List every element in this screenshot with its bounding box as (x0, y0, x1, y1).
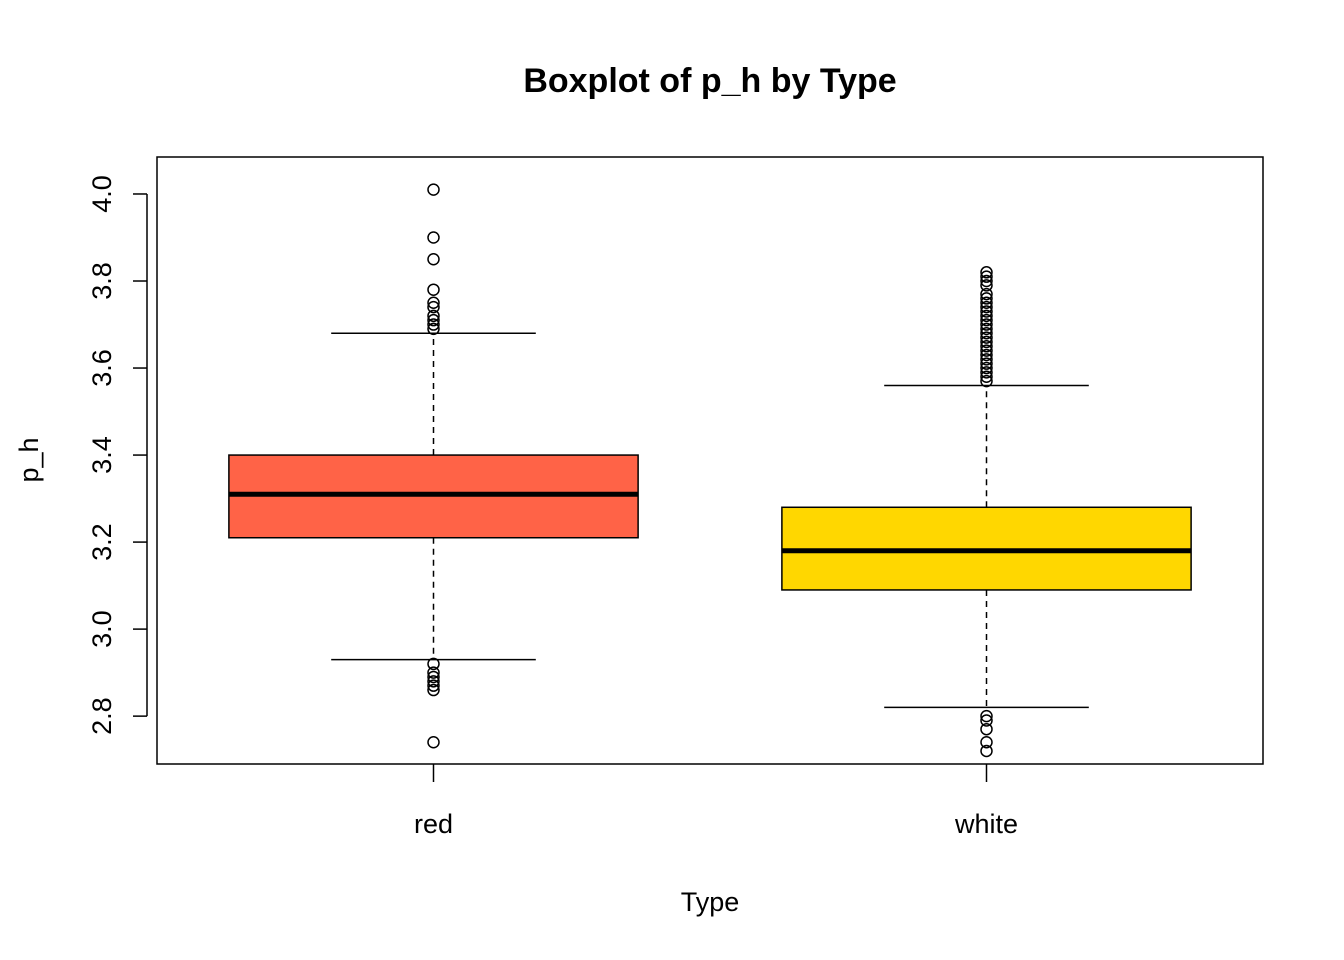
y-tick-label: 3.2 (87, 523, 117, 561)
y-tick-label: 4.0 (87, 175, 117, 213)
outlier-point (427, 657, 440, 671)
outlier-point (427, 231, 440, 244)
outlier-point (980, 296, 993, 310)
outlier-point (427, 675, 440, 688)
outlier-point (980, 322, 993, 336)
y-tick-label: 3.8 (87, 262, 117, 300)
y-tick-label: 2.8 (87, 697, 117, 735)
outlier-point (427, 735, 440, 749)
outlier-point (980, 361, 993, 375)
outlier-point (427, 679, 440, 692)
outlier-point (980, 735, 993, 749)
outlier-point (427, 666, 440, 679)
outlier-point (980, 714, 993, 727)
x-axis-label: Type (681, 887, 740, 917)
plot-frame (156, 156, 1264, 765)
outlier-point (427, 283, 440, 296)
chart-title: Boxplot of p_h by Type (523, 62, 896, 100)
outlier-point (980, 313, 993, 327)
outlier-point (427, 253, 440, 266)
outlier-point (427, 300, 440, 314)
outlier-point (980, 274, 993, 288)
outlier-point (980, 366, 993, 379)
outlier-point (980, 709, 993, 723)
outlier-point (980, 331, 993, 344)
outlier-point (980, 305, 993, 318)
outlier-point (427, 296, 440, 310)
x-tick-label-white: white (954, 809, 1018, 839)
outlier-point (980, 266, 993, 279)
outlier-point (427, 318, 440, 331)
outlier-point (980, 318, 993, 331)
outlier-point (980, 348, 993, 362)
outlier-point (980, 292, 993, 305)
y-axis: 2.8 3.0 3.2 3.4 3.6 3.8 4.0 (87, 175, 148, 735)
outlier-point (980, 309, 993, 323)
y-tick-label: 3.6 (87, 349, 117, 387)
x-axis: red white (414, 764, 1018, 839)
outlier-point (980, 370, 993, 383)
outlier-point (427, 670, 440, 684)
x-tick-label-red: red (414, 809, 453, 839)
box-red (228, 183, 639, 749)
outlier-point (980, 344, 993, 357)
outlier-point (427, 322, 440, 336)
outlier-point (980, 270, 993, 283)
y-axis-label: p_h (14, 437, 44, 482)
outlier-point (980, 340, 993, 353)
outlier-point (980, 374, 993, 388)
outlier-point (427, 183, 440, 196)
y-tick-label: 3.4 (87, 436, 117, 474)
outlier-point (427, 313, 440, 327)
outlier-point (980, 335, 993, 349)
outlier-point (427, 309, 440, 323)
outlier-point (980, 357, 993, 370)
boxes-layer (228, 183, 1192, 758)
outlier-point (427, 683, 440, 697)
outlier-point (980, 744, 993, 758)
outlier-point (980, 300, 993, 314)
outlier-point (980, 279, 993, 292)
outlier-point (980, 326, 993, 340)
y-tick-label: 3.0 (87, 610, 117, 648)
outlier-point (980, 722, 993, 736)
outlier-point (980, 353, 993, 366)
box-white (781, 266, 1192, 758)
outlier-point (980, 287, 993, 301)
